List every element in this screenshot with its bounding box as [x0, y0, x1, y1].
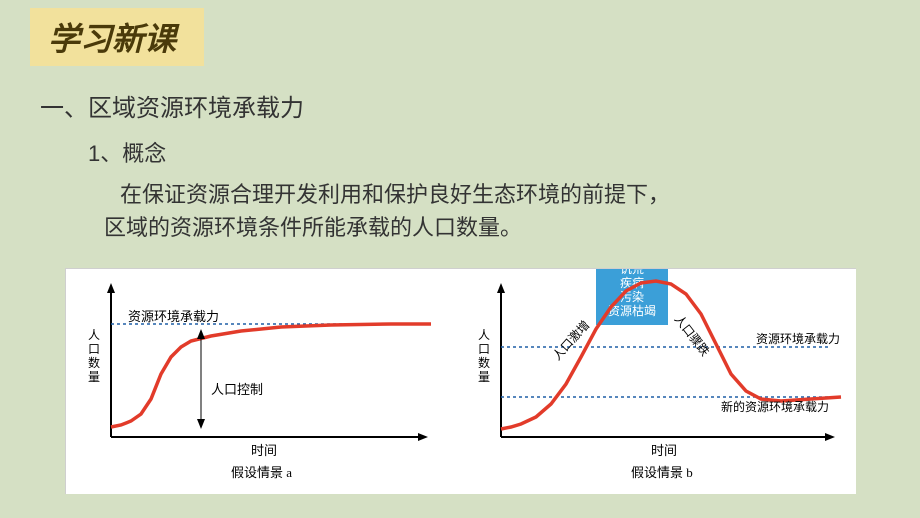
y-axis-arrow — [107, 283, 115, 293]
carrying-label: 资源环境承载力 — [756, 331, 840, 346]
control-label: 人口控制 — [211, 382, 263, 397]
new-carrying-label: 新的资源环境承载力 — [721, 399, 829, 414]
concept-title: 概念 — [122, 141, 166, 166]
y-label-4: 量 — [88, 370, 100, 384]
chart-panel: 资源环境承载力 人口控制 时间 假设情景 a 人 口 数 量 饥荒 疾病 污染 … — [65, 268, 856, 494]
y-label-3: 数 — [478, 355, 490, 370]
crisis-1: 饥荒 — [620, 269, 644, 276]
y-label-4: 量 — [478, 370, 490, 384]
y-label-3: 数 — [88, 355, 100, 370]
caption: 假设情景 b — [631, 465, 693, 480]
concept-number: 1、 — [88, 141, 122, 166]
definition-line1: 在保证资源合理开发利用和保护良好生态环境的前提下， — [120, 178, 840, 211]
concept-definition: 在保证资源合理开发利用和保护良好生态环境的前提下， 区域的资源环境条件所能承载的… — [120, 178, 840, 244]
crisis-4: 资源枯竭 — [608, 303, 656, 318]
rise-label: 人口激增 — [550, 318, 593, 363]
y-axis-arrow — [497, 283, 505, 293]
page-title-box: 学习新课 — [30, 8, 204, 66]
section-title: 区域资源环境承载力 — [88, 95, 304, 122]
population-curve — [111, 324, 431, 427]
caption: 假设情景 a — [231, 465, 292, 480]
concept-label: 1、概念 — [88, 136, 166, 168]
control-arrow-down — [197, 419, 205, 429]
page-title: 学习新课 — [48, 21, 176, 57]
carrying-label: 资源环境承载力 — [128, 309, 219, 324]
y-label-2: 口 — [478, 342, 490, 356]
y-label-1: 人 — [478, 328, 490, 342]
chart-a: 资源环境承载力 人口控制 时间 假设情景 a 人 口 数 量 — [66, 269, 446, 494]
x-label: 时间 — [251, 443, 277, 458]
y-label-2: 口 — [88, 342, 100, 356]
x-axis-arrow — [825, 433, 835, 441]
fall-label: 人口骤跌 — [672, 312, 713, 359]
y-label-1: 人 — [88, 328, 100, 342]
section-number: 一、 — [40, 95, 88, 122]
x-label: 时间 — [651, 443, 677, 458]
section-heading: 一、区域资源环境承载力 — [40, 88, 304, 123]
chart-b: 饥荒 疾病 污染 资源枯竭 资源环境承载力 新的资源环境承载力 人口激增 人口骤… — [456, 269, 856, 494]
definition-line2: 区域的资源环境条件所能承载的人口数量。 — [104, 211, 840, 244]
x-axis-arrow — [418, 433, 428, 441]
control-arrow-up — [197, 329, 205, 339]
